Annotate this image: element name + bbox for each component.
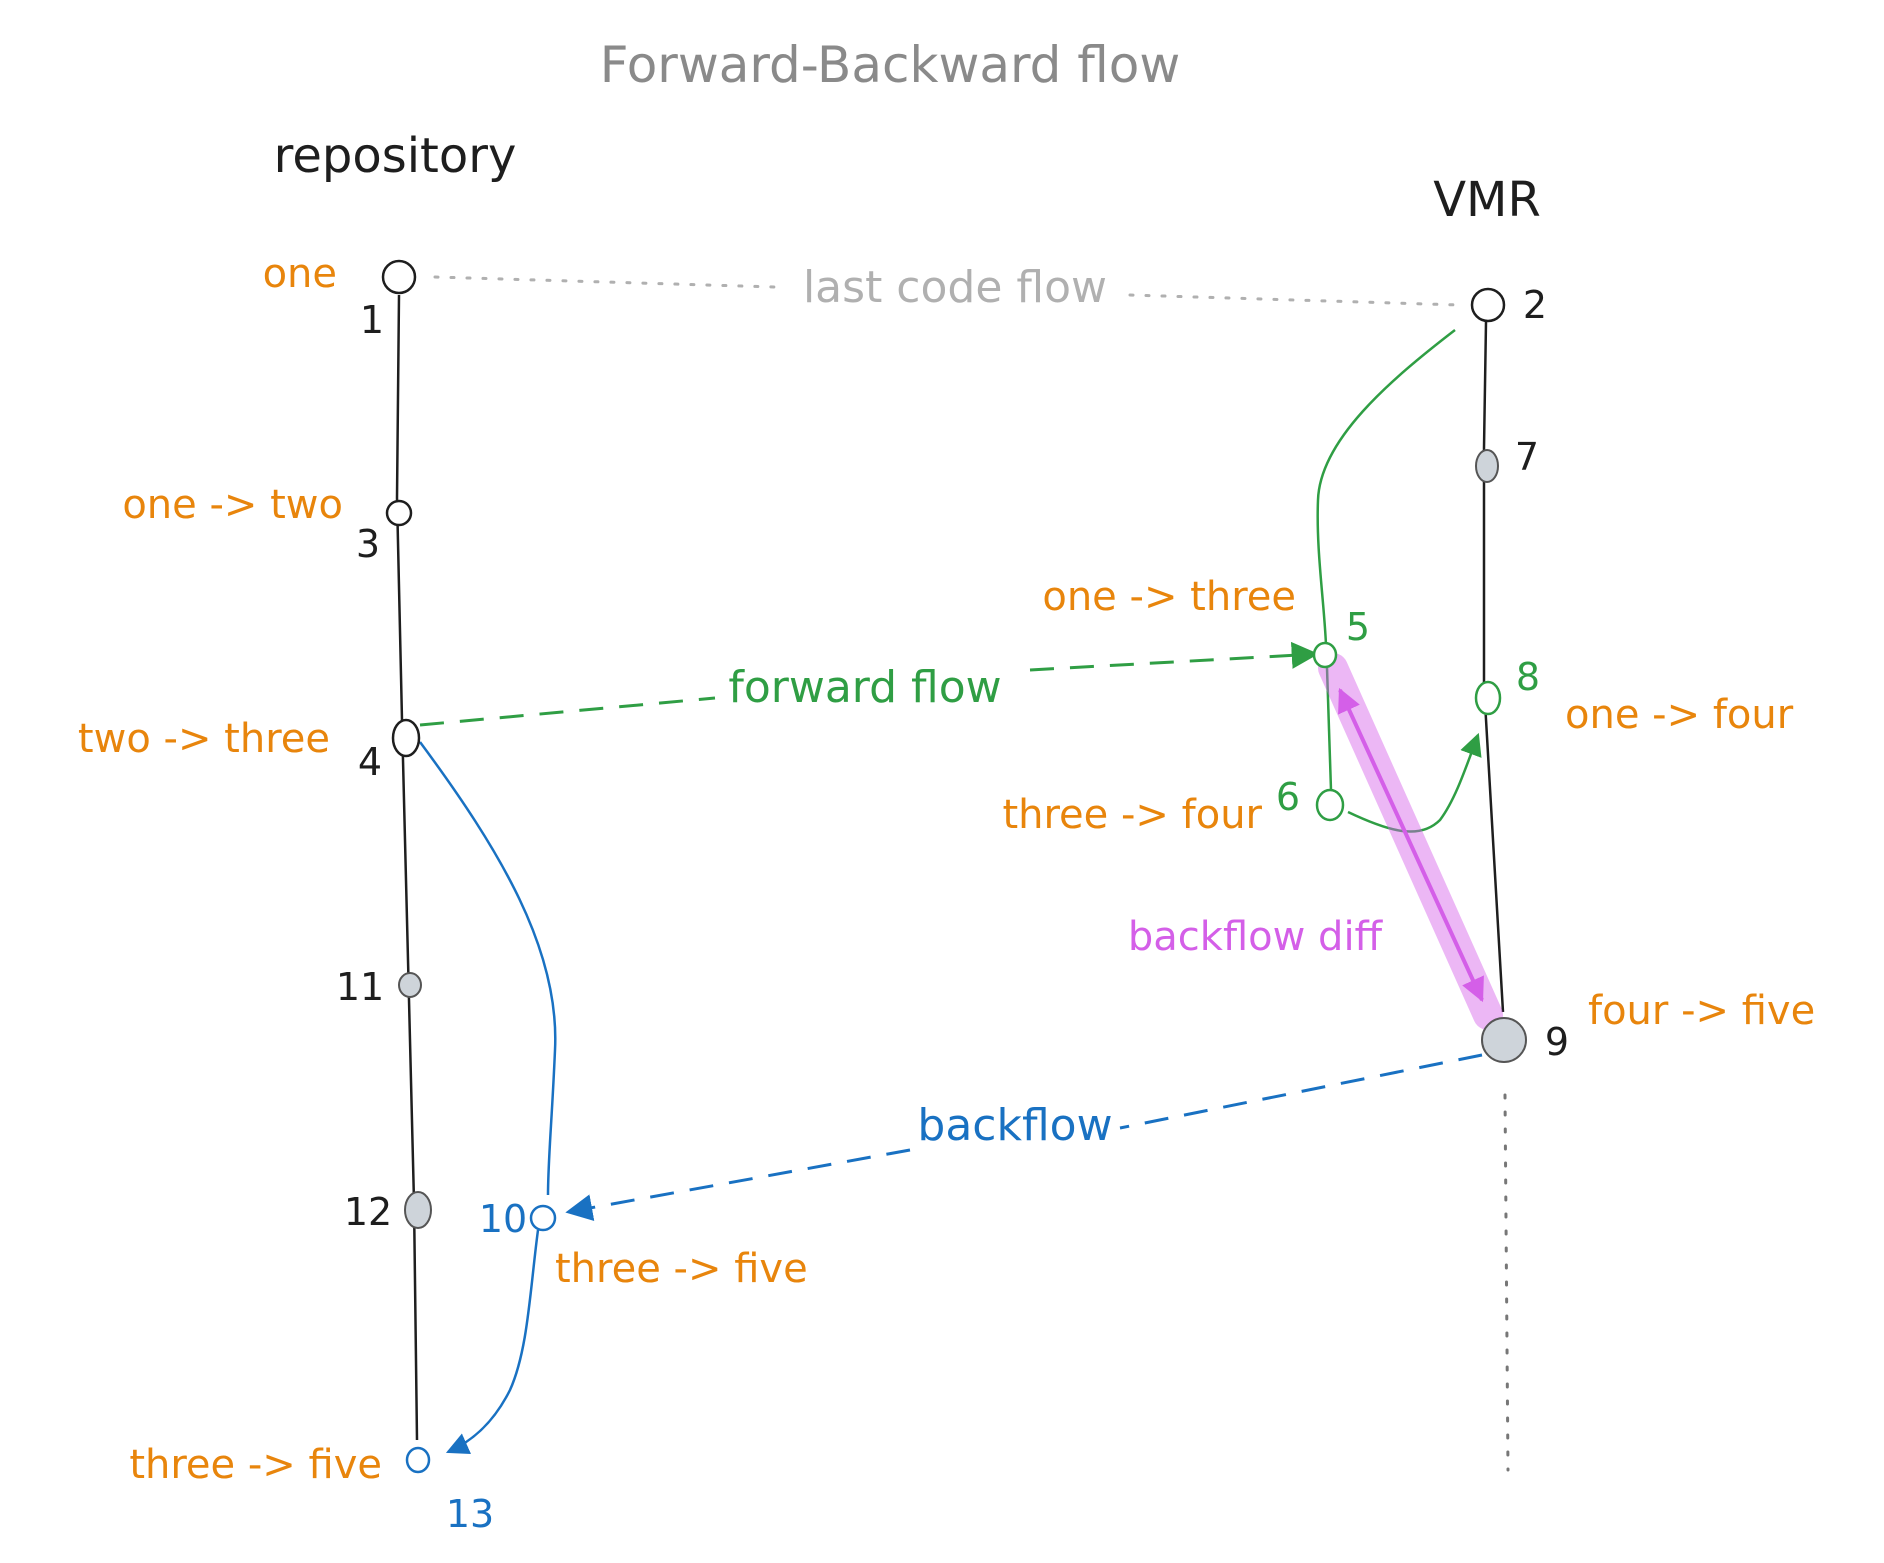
node-label-3: one -> two [122, 482, 343, 528]
commit-node-1[interactable] [381, 259, 417, 295]
node-number-10: 10 [479, 1197, 527, 1241]
node-label-13: three -> five [129, 1442, 382, 1488]
node-number-5: 5 [1346, 605, 1370, 649]
node-label-10: three -> five [555, 1246, 808, 1292]
diagram-title: Forward-Backward flow [600, 36, 1181, 94]
node-label-4: two -> three [78, 716, 330, 762]
commit-node-5[interactable] [1312, 641, 1338, 669]
commit-node-11[interactable] [398, 972, 422, 998]
vmr-pr-branch-line [1325, 667, 1333, 791]
backflow-line [1119, 1053, 1483, 1130]
commit-node-3[interactable] [385, 499, 413, 527]
commit-node-6[interactable] [1315, 788, 1345, 822]
node-label-1: one [263, 251, 337, 297]
node-number-2: 2 [1523, 283, 1547, 327]
vmr-branch-line [1482, 321, 1505, 1013]
node-number-7: 7 [1515, 435, 1539, 479]
vmr-continuation-line [1503, 1093, 1510, 1472]
commit-node-8[interactable] [1474, 680, 1502, 716]
last-code-flow-line [1128, 293, 1462, 307]
commit-node-10[interactable] [529, 1204, 557, 1232]
node-number-6: 6 [1276, 775, 1300, 819]
commit-node-13[interactable] [405, 1446, 431, 1474]
repository-column-header: repository [274, 128, 517, 184]
node-label-9: four -> five [1588, 988, 1815, 1034]
forward-flow-line [419, 696, 716, 727]
repository-pr-merge-arrow [445, 1229, 540, 1455]
commit-node-2[interactable] [1470, 287, 1506, 323]
backflow-diff-label: backflow diff [1128, 914, 1384, 960]
commit-node-12[interactable] [404, 1191, 432, 1229]
repository-branch-line [395, 294, 419, 1441]
forward-flow-label: forward flow [728, 662, 1001, 713]
commit-node-9[interactable] [1481, 1017, 1527, 1063]
node-label-5: one -> three [1042, 574, 1296, 620]
backflow-label: backflow [917, 1100, 1112, 1151]
vmr-column-header: VMR [1433, 172, 1541, 228]
commit-node-7[interactable] [1475, 449, 1499, 483]
node-number-12: 12 [344, 1190, 392, 1234]
vmr-pr-branch-line [1316, 329, 1456, 646]
node-number-3: 3 [356, 522, 380, 566]
node-label-8: one -> four [1565, 692, 1794, 738]
backflow-line [565, 1148, 911, 1221]
forward-flow-line [1029, 641, 1319, 672]
node-number-13: 13 [446, 1492, 494, 1536]
node-number-8: 8 [1516, 655, 1540, 699]
node-number-11: 11 [336, 965, 384, 1009]
node-number-4: 4 [358, 740, 382, 784]
node-label-6: three -> four [1002, 792, 1262, 838]
backflow-diff-arrow [1338, 687, 1484, 1003]
last-code-flow-line [433, 275, 777, 289]
node-number-9: 9 [1545, 1020, 1569, 1064]
node-number-1: 1 [360, 298, 384, 342]
repository-pr-branch-line [418, 741, 557, 1196]
commit-node-4[interactable] [391, 718, 421, 758]
last-code-flow-label: last code flow [803, 262, 1107, 313]
